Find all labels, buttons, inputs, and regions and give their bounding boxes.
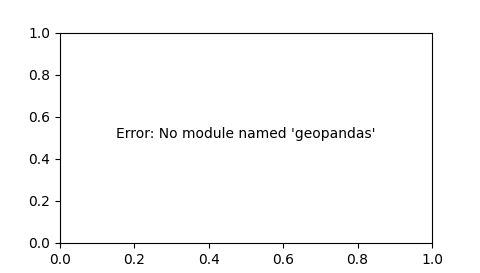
- Text: Error: No module named 'geopandas': Error: No module named 'geopandas': [116, 127, 376, 141]
